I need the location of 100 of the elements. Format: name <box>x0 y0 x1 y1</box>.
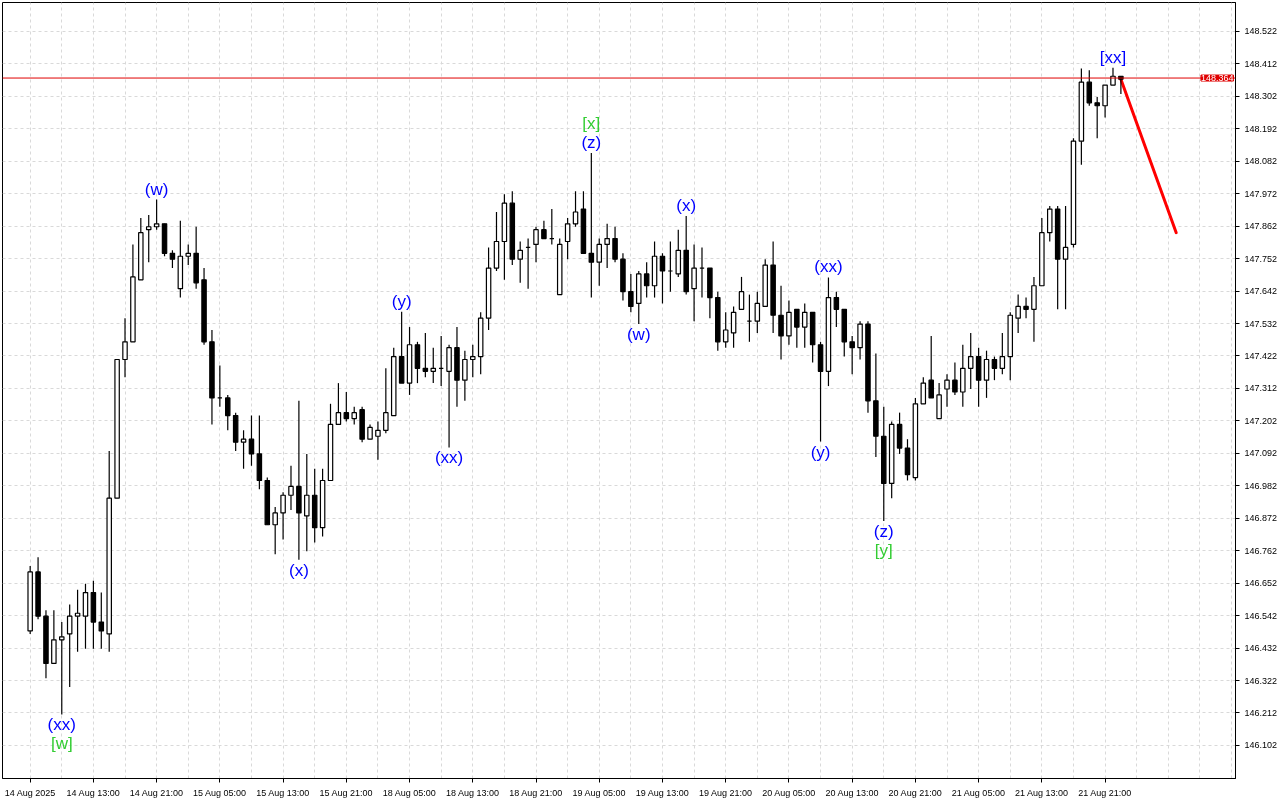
x-tick-label: 21 Aug 05:00 <box>951 787 1005 798</box>
candlestick <box>240 429 247 470</box>
candlestick <box>944 373 950 408</box>
candlestick <box>960 344 966 408</box>
candlestick <box>612 226 618 263</box>
annotation: (z) <box>581 132 602 152</box>
candlestick <box>153 199 160 231</box>
candlestick <box>833 291 840 328</box>
candlestick <box>794 308 800 349</box>
candlestick <box>936 382 942 420</box>
candlestick <box>691 243 697 322</box>
candlestick <box>185 243 192 266</box>
x-tick-label: 20 Aug 21:00 <box>888 787 942 798</box>
x-tick-label: 21 Aug 21:00 <box>1078 787 1132 798</box>
candlestick <box>1031 276 1037 343</box>
candlestick <box>462 350 468 402</box>
y-tick-label: 147.532 <box>1244 318 1278 329</box>
annotation: (y) <box>810 442 831 462</box>
candlestick <box>288 465 294 511</box>
candlestick <box>383 367 389 434</box>
x-tick-label: 20 Aug 05:00 <box>762 787 816 798</box>
x-tick-label: 15 Aug 05:00 <box>193 787 247 798</box>
candlestick <box>517 240 523 284</box>
candlestick <box>754 291 761 334</box>
candlestick <box>975 347 982 408</box>
candlestick <box>74 589 81 653</box>
candlestick <box>596 237 603 287</box>
annotation: (y) <box>391 291 412 311</box>
candlestick <box>738 276 745 310</box>
candlestick <box>999 332 1006 375</box>
y-tick-label: 146.872 <box>1244 513 1278 524</box>
y-tick-label: 148.302 <box>1244 91 1278 102</box>
candlestick <box>849 335 855 375</box>
annotation: [x] <box>582 113 601 133</box>
candlestick <box>667 240 674 293</box>
x-tick-label: 19 Aug 05:00 <box>572 787 626 798</box>
annotation: [w] <box>50 734 73 754</box>
candlestick <box>659 252 666 305</box>
x-tick-label: 19 Aug 13:00 <box>635 787 689 798</box>
x-tick-label: 19 Aug 21:00 <box>698 787 752 798</box>
candlestick <box>801 302 808 349</box>
x-tick-label: 18 Aug 13:00 <box>446 787 500 798</box>
ref-line-label: 148.364 <box>1200 73 1234 84</box>
annotation: (w) <box>144 179 169 199</box>
y-tick-label: 147.862 <box>1244 221 1278 232</box>
y-tick-label: 146.762 <box>1244 545 1278 556</box>
candlestick <box>51 609 57 665</box>
x-tick-label: 21 Aug 13:00 <box>1015 787 1069 798</box>
y-tick-label: 147.972 <box>1244 188 1278 199</box>
x-tick-label: 15 Aug 21:00 <box>319 787 373 798</box>
candlestick <box>730 305 737 349</box>
annotation: [y] <box>874 540 893 560</box>
candlestick <box>1023 296 1029 319</box>
y-tick-label: 147.422 <box>1244 350 1278 361</box>
candlestick <box>375 420 381 461</box>
y-tick-label: 147.642 <box>1244 286 1278 297</box>
candlestick <box>857 320 863 361</box>
y-tick-label: 146.322 <box>1244 675 1278 686</box>
annotation: (x) <box>676 196 697 216</box>
candlestick <box>248 414 255 467</box>
candlestick <box>896 412 903 455</box>
annotation: (xx) <box>814 257 843 277</box>
candlestick <box>280 491 286 541</box>
y-tick-label: 146.102 <box>1244 740 1278 751</box>
candlestick <box>272 506 278 555</box>
candlestick <box>952 361 958 396</box>
y-tick-label: 146.542 <box>1244 610 1278 621</box>
y-tick-label: 146.652 <box>1244 578 1278 589</box>
annotation: (x) <box>288 560 309 580</box>
x-tick-label: 14 Aug 21:00 <box>129 787 183 798</box>
candlestick <box>1086 69 1093 107</box>
candlestick <box>778 285 784 361</box>
y-tick-label: 148.192 <box>1244 123 1278 134</box>
x-tick-label: 14 Aug 2025 <box>4 787 56 798</box>
candlestick <box>1046 205 1053 243</box>
candlestick <box>564 217 571 260</box>
candlestick <box>920 376 927 405</box>
candlestick <box>967 332 974 390</box>
candlestick <box>722 311 729 349</box>
candlestick <box>343 391 350 423</box>
annotation: (z) <box>873 521 894 541</box>
y-tick-label: 147.752 <box>1244 253 1278 264</box>
y-tick-label: 147.312 <box>1244 383 1278 394</box>
candlestick <box>991 355 998 381</box>
x-tick-label: 18 Aug 05:00 <box>382 787 436 798</box>
candlestick <box>572 190 579 228</box>
candlestick <box>122 317 128 378</box>
candlestick <box>928 335 934 399</box>
y-tick-label: 146.432 <box>1244 643 1278 654</box>
candlestick <box>1062 205 1069 310</box>
annotation: (xx) <box>47 715 76 735</box>
candlestick <box>786 299 792 346</box>
candlestick <box>304 453 310 552</box>
candlestick <box>430 347 437 384</box>
candlestick <box>628 273 634 313</box>
y-tick-label: 148.522 <box>1244 26 1278 37</box>
candlestick <box>98 592 105 650</box>
candlestick <box>1102 84 1108 119</box>
candlestick <box>82 583 89 650</box>
annotation: [xx] <box>1099 47 1127 67</box>
